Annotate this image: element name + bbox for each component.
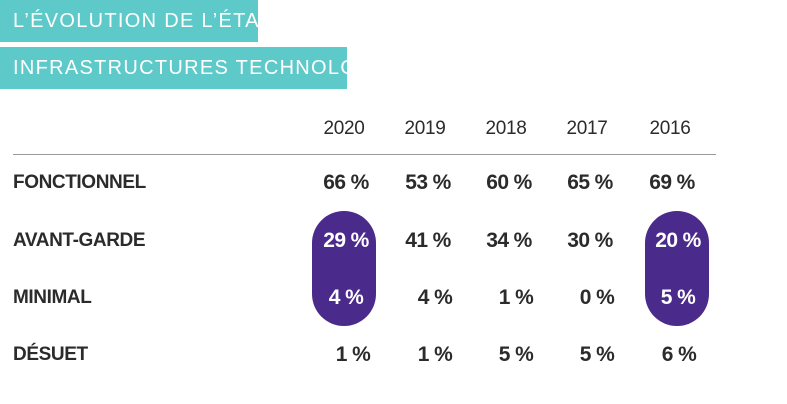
year-header-2016: 2016 <box>649 118 691 139</box>
cell-avant-garde-2020: 29 % <box>323 229 369 252</box>
cell-desuet-2017: 5 % <box>579 343 615 366</box>
row-label-fonctionnel: FONCTIONNEL <box>13 172 146 193</box>
cell-fonctionnel-2016: 69 % <box>649 171 695 194</box>
title-banner-line-1: L’ÉVOLUTION DE L’ÉTAT DES <box>0 0 322 42</box>
cell-fonctionnel-2017: 65 % <box>567 171 613 194</box>
highlight-pill-2016 <box>645 211 709 326</box>
cell-avant-garde-2019: 41 % <box>405 229 451 252</box>
cell-desuet-2020: 1 % <box>335 343 371 366</box>
cell-fonctionnel-2018: 60 % <box>486 171 532 194</box>
cell-desuet-2018: 5 % <box>498 343 534 366</box>
cell-avant-garde-2018: 34 % <box>486 229 532 252</box>
cell-avant-garde-2016: 20 % <box>655 229 701 252</box>
header-divider <box>13 154 716 155</box>
row-label-minimal: MINIMAL <box>13 287 92 308</box>
year-header-2017: 2017 <box>566 118 608 139</box>
cell-desuet-2016: 6 % <box>661 343 697 366</box>
year-header-2018: 2018 <box>485 118 527 139</box>
highlight-pill-2020 <box>312 211 376 326</box>
cell-minimal-2017: 0 % <box>579 286 615 309</box>
cell-fonctionnel-2020: 66 % <box>323 171 369 194</box>
cell-desuet-2019: 1 % <box>417 343 453 366</box>
cell-minimal-2020: 4 % <box>328 286 364 309</box>
cell-minimal-2018: 1 % <box>498 286 534 309</box>
cell-fonctionnel-2019: 53 % <box>405 171 451 194</box>
cell-minimal-2016: 5 % <box>660 286 696 309</box>
row-label-desuet: DÉSUET <box>13 344 88 365</box>
title-banner-line-2: INFRASTRUCTURES TECHNOLOGIQUES <box>0 47 441 89</box>
cell-minimal-2019: 4 % <box>417 286 453 309</box>
year-header-2019: 2019 <box>404 118 446 139</box>
cell-avant-garde-2017: 30 % <box>567 229 613 252</box>
row-label-avant-garde: AVANT-GARDE <box>13 230 146 251</box>
year-header-2020: 2020 <box>323 118 365 139</box>
